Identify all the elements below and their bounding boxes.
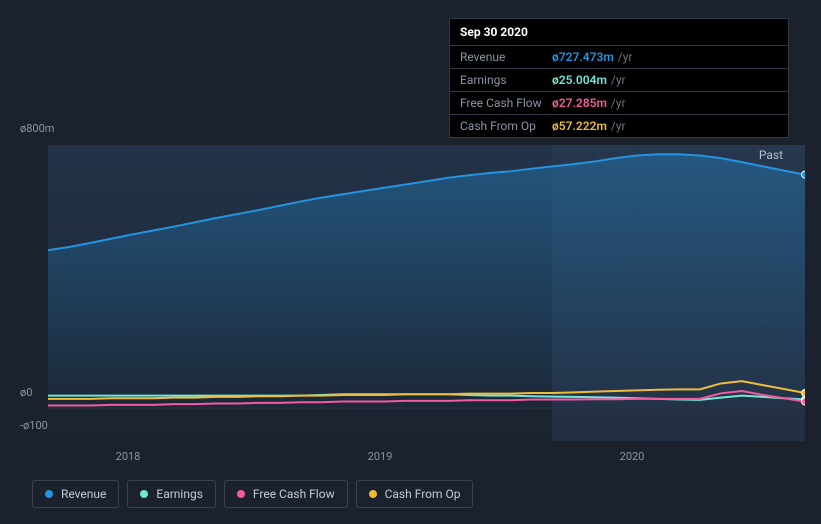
past-label: Past: [759, 148, 783, 162]
x-axis-label: 2020: [620, 450, 645, 463]
financial-chart: Sep 30 2020 Revenueø727.473m/yrEarningsø…: [16, 0, 805, 524]
tooltip-metric-value: ø727.473m: [552, 50, 614, 64]
legend-label: Cash From Op: [385, 487, 461, 501]
legend-dot-icon: [369, 490, 377, 498]
legend-dot-icon: [140, 490, 148, 498]
x-axis-label: 2019: [368, 450, 393, 463]
legend-item-cash-from-op[interactable]: Cash From Op: [356, 480, 474, 508]
legend-dot-icon: [45, 490, 53, 498]
tooltip-suffix: /yr: [611, 73, 626, 87]
legend-item-free-cash-flow[interactable]: Free Cash Flow: [224, 480, 348, 508]
plot-area: [16, 145, 805, 441]
tooltip-row: Free Cash Flowø27.285m/yr: [450, 92, 788, 115]
tooltip-row: Revenueø727.473m/yr: [450, 46, 788, 69]
tooltip-row: Cash From Opø57.222m/yr: [450, 115, 788, 137]
chart-tooltip: Sep 30 2020 Revenueø727.473m/yrEarningsø…: [449, 18, 789, 138]
tooltip-metric-value: ø25.004m: [552, 73, 607, 87]
legend-item-earnings[interactable]: Earnings: [127, 480, 216, 508]
tooltip-metric-label: Free Cash Flow: [460, 96, 552, 110]
tooltip-metric-value: ø27.285m: [552, 96, 607, 110]
chart-legend: Revenue Earnings Free Cash Flow Cash From O…: [32, 480, 473, 508]
tooltip-suffix: /yr: [618, 50, 633, 64]
legend-label: Earnings: [156, 487, 203, 501]
tooltip-metric-label: Earnings: [460, 73, 552, 87]
tooltip-metric-value: ø57.222m: [552, 119, 607, 133]
legend-label: Revenue: [61, 487, 106, 501]
tooltip-metric-label: Revenue: [460, 50, 552, 64]
legend-label: Free Cash Flow: [253, 487, 335, 501]
legend-item-revenue[interactable]: Revenue: [32, 480, 119, 508]
tooltip-row: Earningsø25.004m/yr: [450, 69, 788, 92]
y-axis-label: ø800m: [20, 122, 54, 135]
x-axis-label: 2018: [116, 450, 141, 463]
tooltip-suffix: /yr: [611, 119, 626, 133]
tooltip-suffix: /yr: [611, 96, 626, 110]
tooltip-date: Sep 30 2020: [450, 19, 788, 46]
tooltip-metric-label: Cash From Op: [460, 119, 552, 133]
legend-dot-icon: [237, 490, 245, 498]
